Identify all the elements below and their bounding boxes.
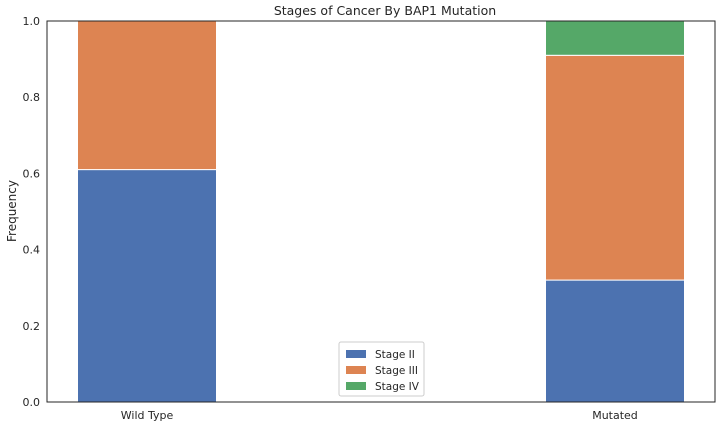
y-tick-label: 0.4 [23,244,41,257]
y-axis-label: Frequency [5,180,19,242]
legend-swatch [346,366,366,374]
legend-label: Stage II [375,349,415,361]
legend-swatch [346,350,366,358]
bar-wild-type-stage-iii [77,20,217,171]
x-tick-label: Mutated [592,409,638,422]
x-tick-label: Wild Type [121,409,174,422]
y-tick-label: 0.8 [23,91,41,104]
bars-layer [77,20,685,403]
legend: Stage II Stage III Stage IV [338,341,425,397]
ticks-layer: 0.0 0.2 0.4 0.6 0.8 1.0 Wild Type Mutated [23,15,638,422]
bar-wild-type-stage-ii [77,169,217,403]
plot-frame [46,20,716,403]
y-tick-label: 0.2 [23,320,41,333]
legend-label: Stage III [375,365,418,377]
y-tick-label: 0.6 [23,167,41,180]
bar-mutated-stage-iii [545,54,685,281]
legend-swatch [346,382,366,390]
legend-label: Stage IV [375,381,420,393]
chart-title: Stages of Cancer By BAP1 Mutation [274,3,496,18]
bar-mutated-stage-ii [545,279,685,403]
y-tick-label: 1.0 [23,15,41,28]
y-tick-label: 0.0 [23,396,41,409]
bar-mutated-stage-iv [545,20,685,56]
